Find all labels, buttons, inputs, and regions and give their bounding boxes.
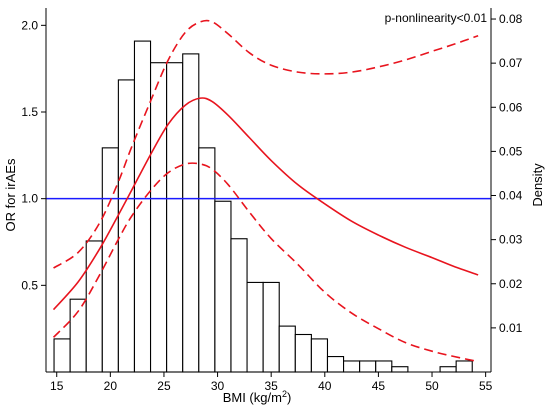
histogram-bar <box>294 333 312 373</box>
x-tick-label: 15 <box>50 379 64 393</box>
histogram-bar <box>85 240 103 373</box>
histogram-bar <box>326 356 345 373</box>
right-y-tick-label: 0.07 <box>499 56 523 70</box>
or-estimate-line <box>52 97 479 311</box>
histogram-bar <box>150 62 168 373</box>
right-y-tick-label: 0.05 <box>499 144 523 158</box>
tick-marks-and-labels: 15 20 25 30 35 40 45 50 55 0.5 1.0 1.5 2.0 0.01 0.02 0.… <box>21 12 522 393</box>
histogram-bar <box>455 360 473 373</box>
x-axis-label: BMI (kg/m2) <box>223 389 292 405</box>
spline-curves <box>52 19 479 363</box>
histogram-bar <box>198 147 216 373</box>
x-tick-label: 30 <box>211 379 225 393</box>
histogram-bar <box>53 338 71 373</box>
p-nonlinearity-annotation: p-nonlinearity<0.01 <box>385 11 488 25</box>
x-tick-label: 20 <box>104 379 118 393</box>
right-y-tick-label: 0.04 <box>499 189 523 203</box>
x-axis-label-superscript: 2 <box>282 389 287 399</box>
left-y-axis-label: OR for irAEs <box>3 158 18 231</box>
histogram-bar <box>230 238 248 373</box>
right-y-tick-label: 0.06 <box>499 100 523 114</box>
right-y-tick-label: 0.08 <box>499 12 523 26</box>
right-y-tick-label: 0.01 <box>499 321 523 335</box>
lower-ci-line <box>52 162 479 363</box>
right-y-tick-label: 0.03 <box>499 233 523 247</box>
left-y-tick-label: 1.0 <box>21 192 38 206</box>
histogram-bar <box>439 366 457 373</box>
left-y-tick-label: 1.5 <box>21 105 38 119</box>
histogram-bar <box>133 40 152 373</box>
x-tick-label: 45 <box>372 379 386 393</box>
histogram-bar <box>310 338 329 373</box>
x-tick-label: 40 <box>318 379 332 393</box>
x-tick-label: 35 <box>265 379 279 393</box>
x-tick-label: 25 <box>157 379 171 393</box>
left-y-tick-label: 2.0 <box>21 18 38 32</box>
right-y-tick-label: 0.02 <box>499 277 523 291</box>
histogram-bars <box>53 40 473 373</box>
x-axis-label-main: BMI (kg/m <box>223 390 282 405</box>
histogram-bar <box>375 360 393 373</box>
histogram-bar <box>101 147 119 373</box>
histogram-bar <box>246 281 264 373</box>
upper-ci-line <box>53 19 479 269</box>
x-tick-label: 50 <box>425 379 439 393</box>
right-y-axis-label: Density <box>530 163 545 207</box>
left-y-tick-label: 0.5 <box>21 278 38 292</box>
histogram-bar <box>214 200 232 373</box>
x-tick-label: 55 <box>479 379 493 393</box>
axes <box>45 8 492 373</box>
histogram-bar <box>278 325 296 373</box>
histogram-bar <box>262 281 280 373</box>
x-axis-label-close: ) <box>287 390 291 405</box>
histogram-bar <box>391 366 409 373</box>
histogram-bar <box>359 360 377 373</box>
histogram-bar <box>343 360 361 373</box>
